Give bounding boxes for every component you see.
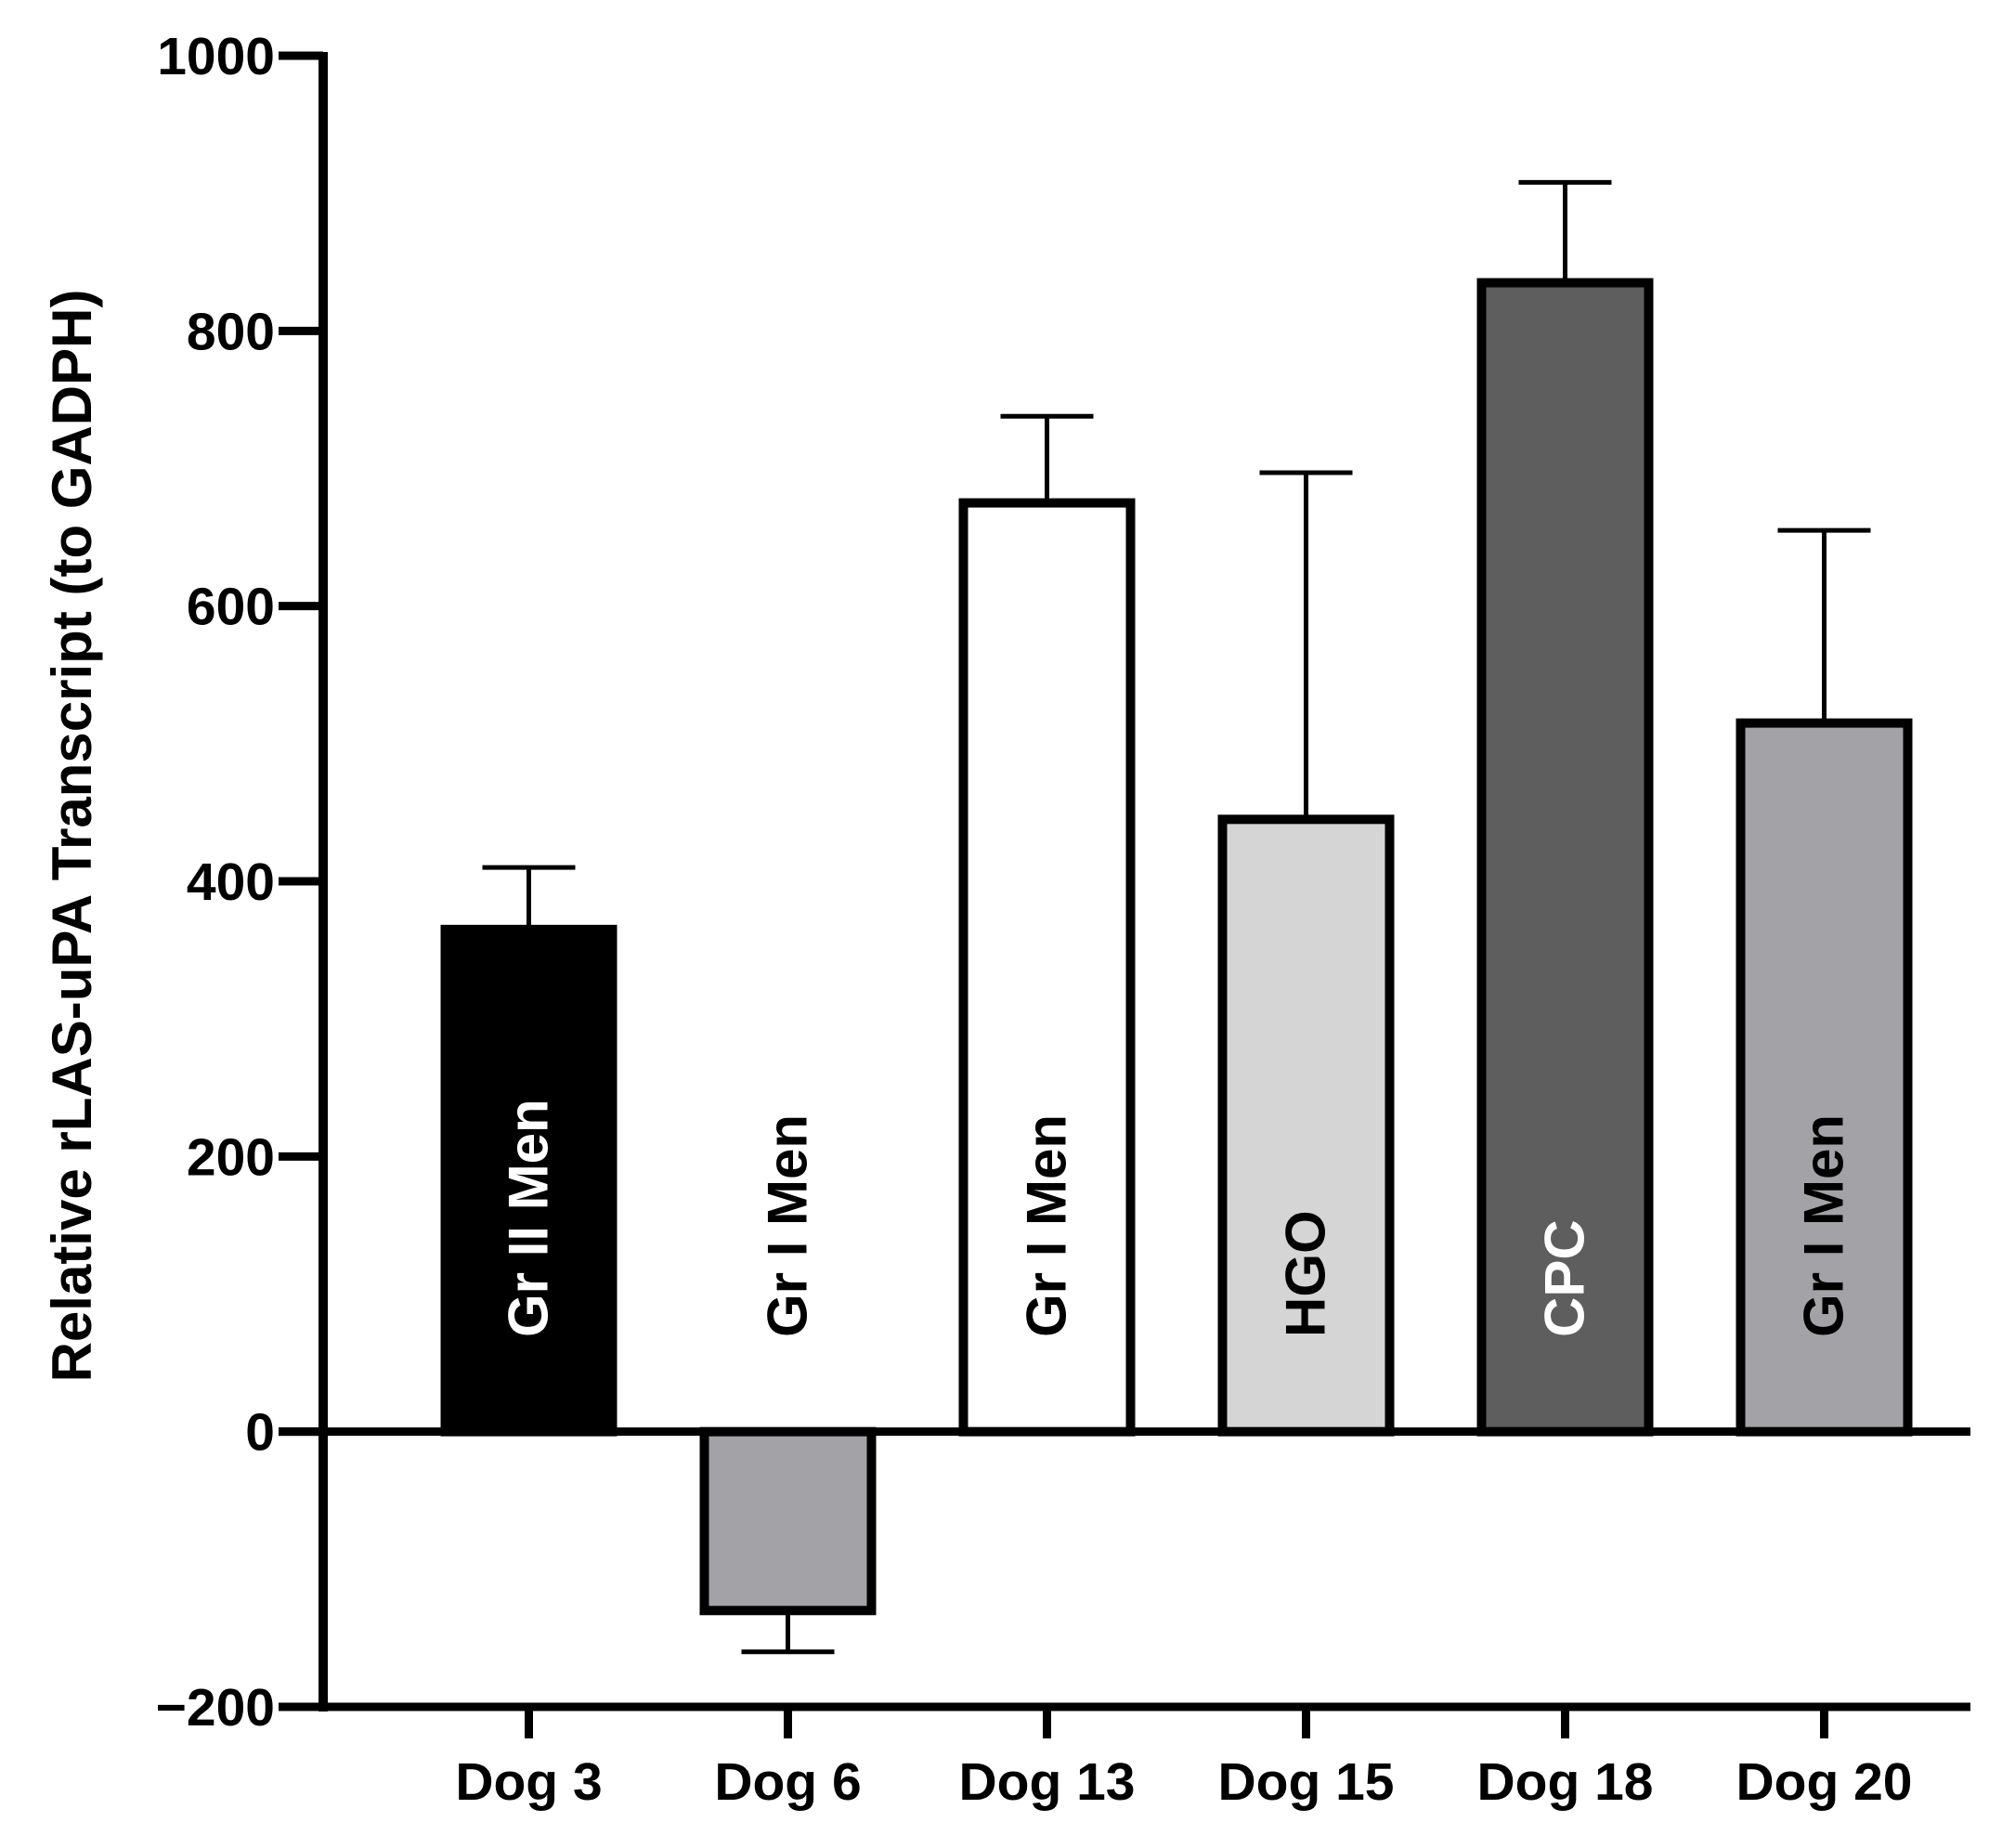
y-tick-label: 200 [187, 1127, 275, 1187]
bar [1736, 718, 1913, 1437]
x-tick-label: Dog 18 [1476, 1752, 1653, 1812]
x-tick-label: Dog 3 [455, 1752, 602, 1812]
y-tick-label: 400 [187, 852, 275, 912]
x-tick-label: Dog 20 [1736, 1752, 1912, 1812]
bar [1476, 278, 1654, 1437]
bar-label: Gr II Men [498, 1099, 560, 1337]
bar [699, 1426, 877, 1616]
bar [440, 924, 618, 1437]
x-tick-label: Dog 6 [714, 1752, 861, 1812]
bar-label: Gr I Men [757, 1114, 819, 1337]
bar-label: CPC [1534, 1219, 1596, 1337]
bar-label: Gr I Men [1793, 1114, 1855, 1337]
y-axis-title: Relative rLAS-uPA Transcript (to GADPH) [41, 290, 103, 1383]
bar [1217, 814, 1395, 1437]
x-tick-label: Dog 15 [1217, 1752, 1394, 1812]
bar-label: Gr I Men [1016, 1114, 1078, 1337]
bar-label: HGO [1275, 1210, 1337, 1337]
x-tick-label: Dog 13 [958, 1752, 1135, 1812]
y-tick-label: 0 [245, 1403, 275, 1463]
y-tick-label: 800 [187, 302, 275, 361]
y-tick-label: −200 [156, 1678, 275, 1737]
y-tick-label: 1000 [157, 27, 275, 86]
y-tick-label: 600 [187, 578, 275, 637]
